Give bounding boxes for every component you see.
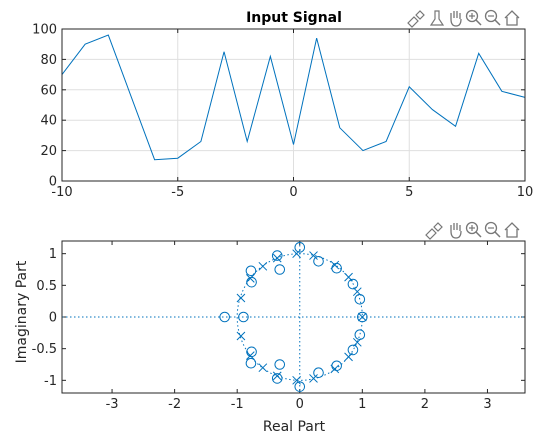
zero-marker [238, 311, 249, 323]
data-tips-icon[interactable] [429, 10, 445, 26]
pan-hand-icon[interactable] [450, 11, 462, 27]
y-tick-label: 60 [40, 83, 57, 98]
pole-marker [330, 260, 340, 270]
pole-marker [330, 364, 340, 374]
zoom-out-icon[interactable] [484, 221, 501, 238]
pole-marker [245, 351, 255, 360]
zero-marker [271, 373, 283, 384]
chart-title: Input Signal [246, 10, 342, 26]
x-tick-label: -5 [171, 185, 184, 200]
zero-marker [271, 250, 283, 261]
y-tick-label: -0.5 [32, 342, 57, 357]
pole-marker [245, 274, 255, 283]
x-tick-label: -2 [168, 397, 181, 412]
y-tick-label: 0 [49, 175, 57, 190]
x-tick-label: -1 [231, 397, 244, 412]
zoom-in-icon[interactable] [465, 9, 482, 26]
zero-marker [347, 278, 359, 290]
y-tick-label: 0 [49, 311, 57, 326]
zero-marker [294, 381, 306, 392]
pole-zero-chart: Real Part Imaginary Part -3 -2 -1 0 1 2 3 -1 -0.… [14, 240, 526, 435]
y-tick-label: 80 [40, 53, 57, 68]
zero-marker [313, 255, 324, 267]
x-tick-label: 0 [296, 397, 304, 412]
x-tick-label: 5 [405, 185, 413, 200]
x-axis-label: Real Part [263, 419, 326, 435]
pole-marker [309, 251, 318, 260]
y-tick-label: 0.5 [36, 279, 57, 294]
x-tick-label: -3 [106, 397, 119, 412]
pole-marker [258, 363, 268, 373]
brush-icon[interactable] [425, 222, 443, 240]
y-axis-label: Imaginary Part [14, 260, 30, 363]
pole-marker [357, 312, 367, 322]
pole-marker [344, 272, 353, 282]
zero-marker [357, 311, 368, 323]
zero-marker [219, 311, 230, 323]
zero-marker [313, 367, 324, 379]
x-tick-label: 1 [358, 397, 366, 412]
toolbar-bottom [425, 221, 520, 240]
pole-marker [352, 337, 362, 347]
pole-marker [292, 375, 301, 385]
y-tick-label: 100 [32, 23, 57, 38]
y-tick-label: 1 [49, 247, 57, 262]
pole-marker [258, 261, 268, 271]
pole-marker [272, 371, 282, 381]
brush-icon[interactable] [407, 10, 425, 28]
zero-marker [245, 357, 257, 369]
pole-marker [309, 374, 318, 383]
x-tick-label: 10 [517, 185, 534, 200]
pole-marker [352, 287, 362, 297]
y-tick-label: 40 [40, 114, 57, 129]
home-icon[interactable] [504, 222, 520, 238]
zero-marker [294, 242, 306, 253]
pan-hand-icon[interactable] [450, 223, 462, 239]
x-tick-label: -10 [51, 185, 72, 200]
pole-marker [236, 293, 246, 303]
y-tick-label: -1 [44, 374, 57, 389]
y-tick-label: 20 [40, 144, 57, 159]
x-tick-label: 2 [421, 397, 429, 412]
zero-marker [347, 344, 359, 356]
zero-marker [274, 264, 286, 275]
pole-marker [292, 249, 301, 259]
toolbar-top [407, 9, 520, 28]
home-icon[interactable] [504, 10, 520, 26]
zoom-out-icon[interactable] [484, 9, 501, 26]
pole-marker [272, 253, 282, 263]
zero-marker [274, 359, 286, 370]
axes-box [61, 28, 526, 182]
zoom-in-icon[interactable] [465, 221, 482, 238]
x-tick-label: 0 [289, 185, 297, 200]
pole-marker [236, 331, 246, 341]
axes-box [61, 240, 526, 394]
zero-marker [245, 265, 257, 277]
pole-marker [344, 352, 353, 362]
x-tick-label: 3 [483, 397, 491, 412]
